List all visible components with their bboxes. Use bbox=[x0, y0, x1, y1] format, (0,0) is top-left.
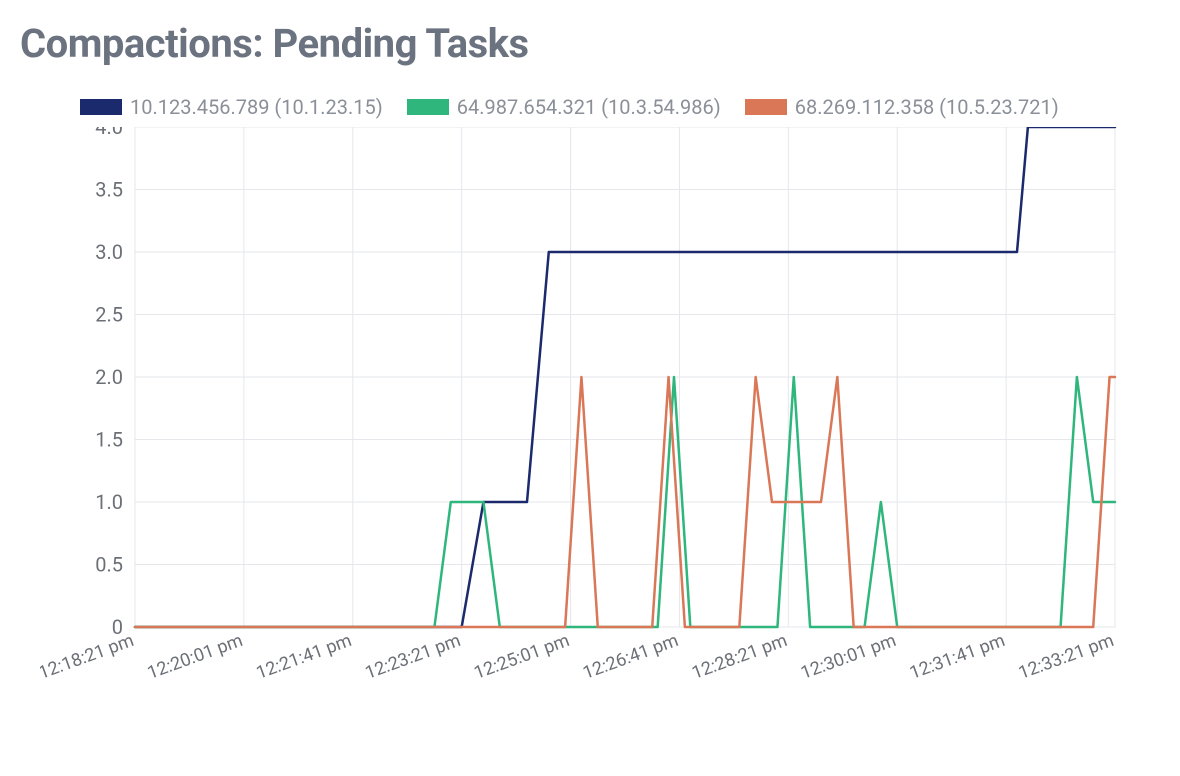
legend-item-3[interactable]: 68.269.112.358 (10.5.23.721) bbox=[745, 95, 1059, 119]
x-tick-label: 12:23:21 pm bbox=[362, 630, 463, 684]
chart-title: Compactions: Pending Tasks bbox=[20, 20, 1160, 67]
legend-swatch-2 bbox=[407, 99, 449, 115]
y-tick-label: 0.5 bbox=[95, 553, 123, 577]
x-tick-label: 12:31:41 pm bbox=[907, 630, 1008, 684]
y-tick-label: 3.0 bbox=[95, 240, 123, 264]
legend-item-1[interactable]: 10.123.456.789 (10.1.23.15) bbox=[80, 95, 383, 119]
chart-panel: Compactions: Pending Tasks 10.123.456.78… bbox=[0, 0, 1180, 776]
legend-label-1: 10.123.456.789 (10.1.23.15) bbox=[130, 95, 383, 119]
line-chart-svg: 00.51.01.52.02.53.03.54.012:18:21 pm12:2… bbox=[40, 127, 1150, 707]
y-tick-label: 4.0 bbox=[95, 127, 123, 139]
x-tick-label: 12:25:01 pm bbox=[471, 630, 572, 684]
x-tick-label: 12:26:41 pm bbox=[580, 630, 681, 684]
legend-label-2: 64.987.654.321 (10.3.54.986) bbox=[457, 95, 721, 119]
legend-item-2[interactable]: 64.987.654.321 (10.3.54.986) bbox=[407, 95, 721, 119]
y-tick-label: 1.0 bbox=[95, 490, 123, 514]
x-tick-label: 12:30:01 pm bbox=[798, 630, 899, 684]
y-tick-label: 2.5 bbox=[95, 303, 123, 327]
x-tick-label: 12:28:21 pm bbox=[689, 630, 790, 684]
legend-swatch-3 bbox=[745, 99, 787, 115]
y-tick-label: 3.5 bbox=[95, 178, 123, 202]
y-tick-label: 2.0 bbox=[95, 365, 123, 389]
legend: 10.123.456.789 (10.1.23.15) 64.987.654.3… bbox=[80, 95, 1160, 119]
chart-area: 00.51.01.52.02.53.03.54.012:18:21 pm12:2… bbox=[40, 127, 1150, 727]
x-tick-label: 12:21:41 pm bbox=[254, 630, 355, 684]
y-tick-label: 1.5 bbox=[95, 428, 123, 452]
x-tick-label: 12:33:21 pm bbox=[1016, 630, 1117, 684]
legend-label-3: 68.269.112.358 (10.5.23.721) bbox=[795, 95, 1059, 119]
x-tick-label: 12:20:01 pm bbox=[145, 630, 246, 684]
legend-swatch-1 bbox=[80, 99, 122, 115]
x-tick-label: 12:18:21 pm bbox=[40, 630, 137, 684]
